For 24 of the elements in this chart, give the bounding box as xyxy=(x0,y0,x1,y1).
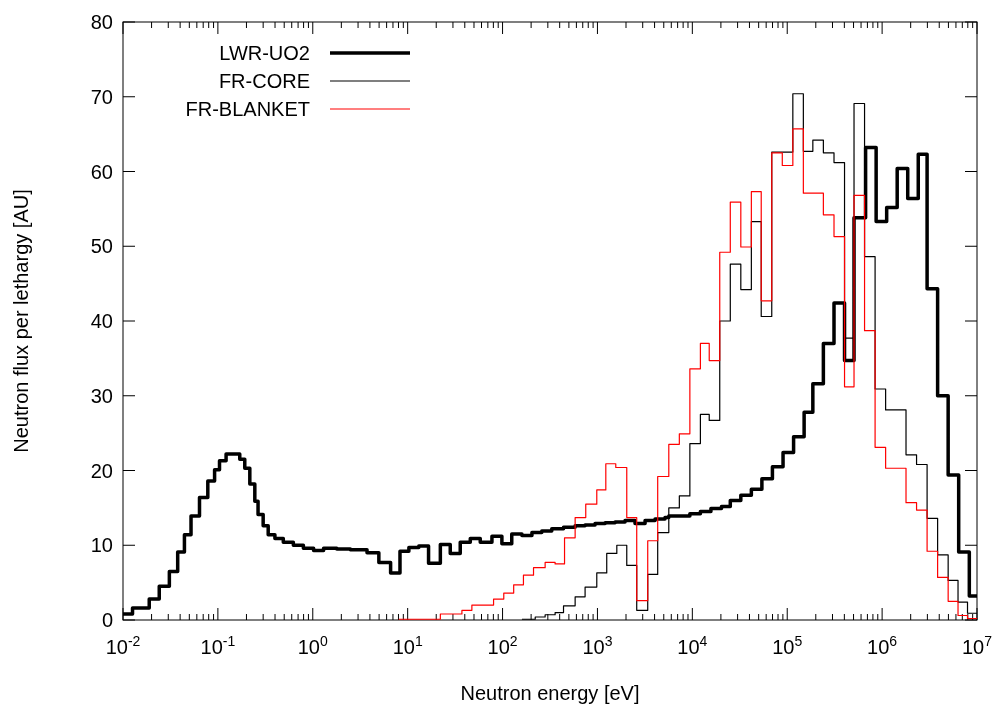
y-tick-label: 60 xyxy=(90,160,113,183)
y-tick-label: 80 xyxy=(90,11,113,33)
x-tick-label: 10$^{-2}$ xyxy=(105,633,141,658)
y-tick-label: 10 xyxy=(90,534,113,557)
y-tick-label: 30 xyxy=(90,384,113,407)
y-axis-title: Neutron flux per lethargy [AU] xyxy=(10,189,32,453)
x-tick-label: 10$^{2}$ xyxy=(487,633,518,658)
x-tick-label: 10$^{1}$ xyxy=(392,633,423,658)
x-tick-label: 10$^{0}$ xyxy=(297,633,328,658)
x-tick-label: 10$^{4}$ xyxy=(677,633,708,658)
y-tick-label: 70 xyxy=(90,85,113,108)
x-axis-title: Neutron energy [eV] xyxy=(460,682,640,704)
y-tick-label: 40 xyxy=(90,310,113,332)
legend-label: FR-CORE xyxy=(218,70,310,92)
x-tick-label: 10$^{3}$ xyxy=(582,633,613,658)
y-tick-label: 20 xyxy=(90,459,113,482)
y-tick-label: 0 xyxy=(101,609,113,631)
legend-label: FR-BLANKET xyxy=(185,98,310,120)
x-tick-label: 10$^{-1}$ xyxy=(200,633,236,658)
x-tick-label: 10$^{7}$ xyxy=(961,633,993,658)
x-tick-label: 10$^{6}$ xyxy=(867,633,898,658)
legend-label: LWR-UO2 xyxy=(219,42,310,64)
y-tick-label: 50 xyxy=(90,235,113,258)
x-tick-label: 10$^{5}$ xyxy=(772,633,803,658)
